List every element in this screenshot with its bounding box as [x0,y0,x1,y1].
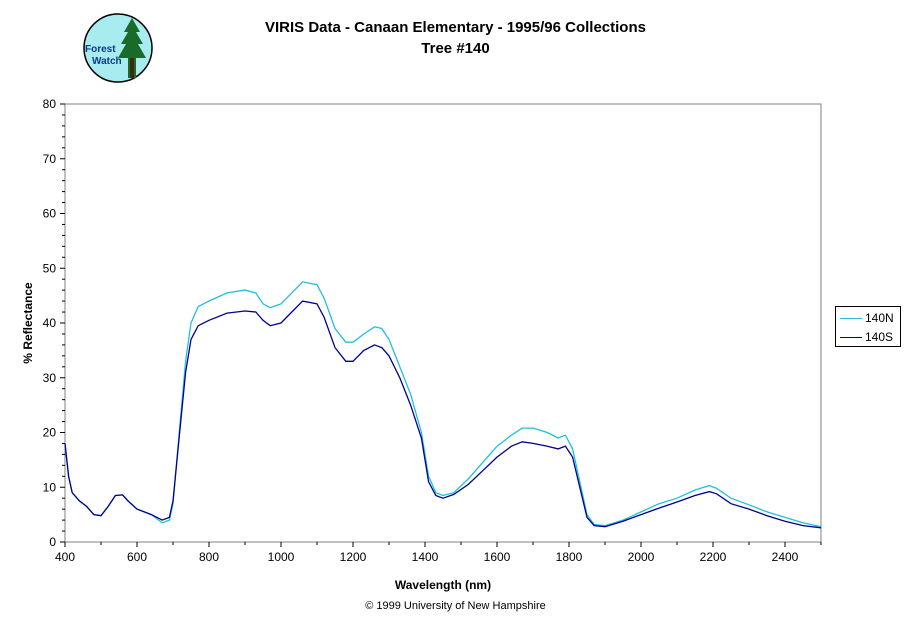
y-tick-label: 30 [43,371,57,385]
y-tick-label: 40 [43,316,57,330]
series-line-140s [64,300,822,529]
x-tick-label: 2200 [700,550,727,564]
y-tick-label: 60 [43,207,57,221]
y-tick-label: 80 [43,97,57,111]
legend-item-140s: 140S [840,329,893,345]
copyright-notice: © 1999 University of New Hampshire [365,600,546,612]
legend-item-140n: 140N [840,310,894,326]
x-tick-label: 1400 [412,550,439,564]
chart-title: VIRIS Data - Canaan Elementary - 1995/96… [265,19,646,36]
legend-swatch-140s [840,336,862,338]
tree-icon [118,18,146,78]
y-tick-label: 10 [43,480,57,494]
x-tick-label: 800 [199,550,219,564]
series-line-140n [64,281,822,528]
y-tick-label: 70 [43,152,57,166]
x-axis-label: Wavelength (nm) [395,578,491,592]
plot-area [64,103,822,543]
logo-text-line1: Forest [85,44,116,55]
x-tick-label: 1200 [340,550,367,564]
legend: 140N 140S [835,306,901,347]
x-tick-label: 2000 [628,550,655,564]
y-tick-label: 0 [49,535,56,549]
y-tick-label: 20 [43,426,57,440]
legend-swatch-140n [840,317,862,319]
y-tick-label: 50 [43,261,57,275]
tree-trunk-icon [130,58,134,78]
legend-label-140n: 140N [865,311,894,325]
legend-label-140s: 140S [865,330,894,344]
y-axis-label: % Reflectance [21,282,35,364]
x-tick-label: 1000 [268,550,295,564]
x-tick-label: 1800 [556,550,583,564]
x-tick-label: 400 [55,550,75,564]
x-tick-label: 2400 [772,550,799,564]
x-tick-label: 600 [127,550,147,564]
chart-subtitle: Tree #140 [421,40,490,57]
x-tick-label: 1600 [484,550,511,564]
logo-text-line2: Watch [92,56,122,67]
forest-watch-logo: Forest Watch [83,13,153,83]
